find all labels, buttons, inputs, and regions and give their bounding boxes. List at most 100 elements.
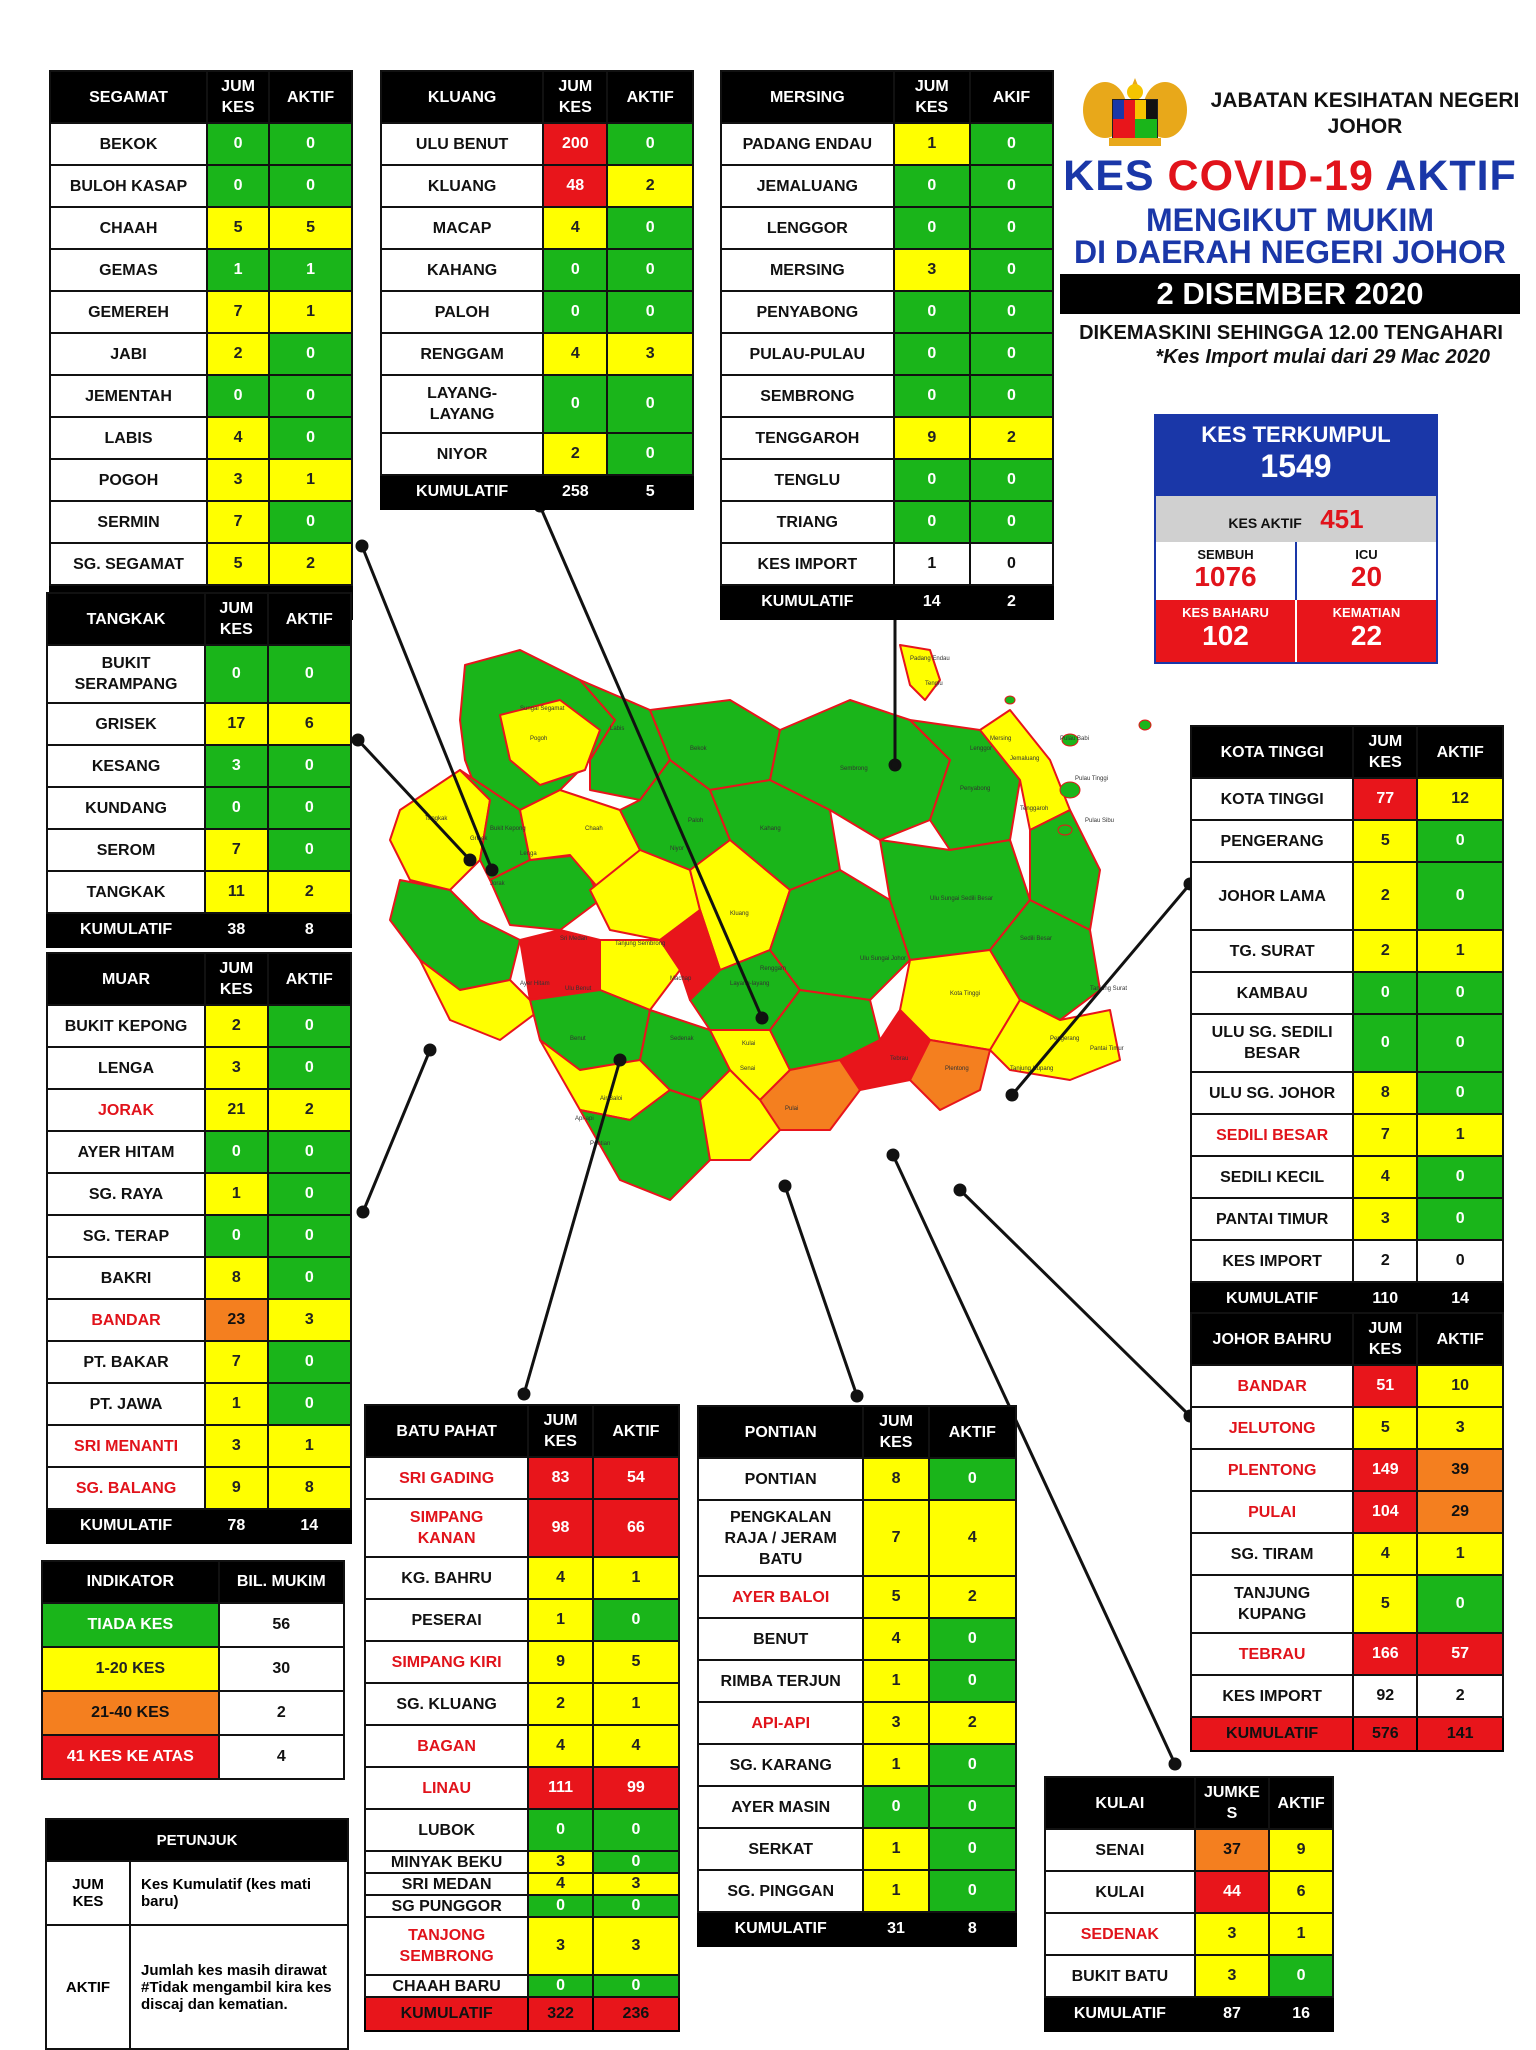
map-label: Sembrong: [840, 766, 868, 772]
mukim-name: TANGKAK: [45, 870, 207, 914]
total-row: KUMULATIF 38 8: [45, 912, 353, 948]
table-row: LUBOK 0 0: [363, 1808, 681, 1852]
page-title: KES COVID-19 AKTIF: [1060, 152, 1520, 201]
jumkes-value: 1: [862, 1827, 930, 1871]
aktif-value: 5: [591, 1640, 681, 1684]
aktif-value: 12: [1416, 777, 1504, 821]
total-label: KUMULATIF: [720, 584, 895, 620]
mukim-name: PESERAI: [363, 1598, 530, 1642]
table-header-row: PONTIAN JUM KES AKTIF: [696, 1405, 1018, 1459]
title-prefix: KES: [1063, 152, 1168, 200]
table-row: SRI MEDAN 4 3: [363, 1872, 681, 1896]
table-row: CHAAH BARU 0 0: [363, 1974, 681, 1998]
table-row: SG. BALANG 9 8: [45, 1466, 353, 1510]
map-label: Pulau Sibu: [1085, 818, 1114, 824]
total-aktif: 14: [266, 1508, 353, 1544]
jumkes-value: 9: [204, 1466, 269, 1510]
aktif-value: 0: [1416, 1574, 1504, 1634]
map-label: Mersing: [990, 736, 1011, 742]
date-banner: 2 DISEMBER 2020: [1060, 274, 1520, 314]
table-row: PENGERANG 5 0: [1189, 819, 1504, 863]
jumkes-value: 2: [1352, 861, 1419, 931]
jumkes-value: 166: [1352, 1632, 1419, 1676]
aktif-value: 2: [968, 416, 1055, 460]
aktif-value: 1: [1416, 1113, 1504, 1157]
map-region-plentong: [909, 1039, 991, 1111]
map-label: Pulau Babi: [1060, 736, 1089, 742]
aktif-value: 1: [268, 248, 353, 292]
table-row: PULAU-PULAU 0 0: [720, 332, 1055, 376]
mukim-name: AYER BALOI: [696, 1575, 865, 1619]
mukim-name: AYER HITAM: [45, 1130, 207, 1174]
aktif-value: 2: [606, 164, 694, 208]
aktif-value: 0: [268, 500, 353, 544]
map-label: Ulu Sungai Sedili Besar: [930, 896, 993, 902]
table-row: LABIS 4 0: [48, 416, 353, 460]
map-label: Pengerang: [1050, 1036, 1079, 1042]
table-row: KG. BAHRU 4 1: [363, 1556, 681, 1600]
map-label: Senai: [740, 1066, 755, 1072]
crest-logo: [1075, 70, 1195, 150]
mukim-name: KG. BAHRU: [363, 1556, 530, 1600]
map-island-tinggi: [1059, 781, 1081, 799]
table-row: TEBRAU 166 57: [1189, 1632, 1504, 1676]
table-row: SERKAT 1 0: [696, 1827, 1018, 1871]
total-row: KUMULATIF 31 8: [696, 1911, 1018, 1947]
mukim-name: API-API: [696, 1701, 865, 1745]
total-jumkes: 110: [1352, 1281, 1419, 1317]
table-header-row: KOTA TINGGI JUM KES AKTIF: [1189, 725, 1504, 779]
aktif-value: 0: [1416, 819, 1504, 863]
table-header-row: MERSING JUM KES AKIF: [720, 70, 1055, 124]
mukim-name: TANJONG SEMBRONG: [363, 1916, 530, 1976]
table-row: PENYABONG 0 0: [720, 290, 1055, 334]
map-label: Pantai Timur: [1090, 1046, 1124, 1052]
mukim-name: JELUTONG: [1189, 1406, 1355, 1450]
map-island-tioman: [1061, 733, 1079, 747]
aktif-value: 0: [968, 374, 1055, 418]
table-row: TENGGAROH 9 2: [720, 416, 1055, 460]
jumkes-value: 1: [892, 122, 971, 166]
indicator-label-orange: 21-40 KES: [41, 1690, 220, 1736]
mukim-name: SERKAT: [696, 1827, 865, 1871]
table-row: SEDILI KECIL 4 0: [1189, 1155, 1504, 1199]
aktif-value: 0: [968, 542, 1055, 586]
jumkes-value: 0: [892, 458, 971, 502]
mukim-name: KOTA TINGGI: [1189, 777, 1355, 821]
mukim-name: KES IMPORT: [1189, 1674, 1355, 1718]
mukim-name: KES IMPORT: [720, 542, 895, 586]
table-row: BUKIT SERAMPANG 0 0: [45, 644, 353, 704]
mukim-name: KULAI: [1044, 1870, 1196, 1914]
total-jumkes: 31: [862, 1911, 930, 1947]
jumkes-value: 0: [542, 248, 609, 292]
jumkes-value: 11: [204, 870, 269, 914]
aktif-value: 1: [1416, 929, 1504, 973]
table-row: PULAI 104 29: [1189, 1490, 1504, 1534]
aktif-value: 1: [1268, 1912, 1334, 1956]
aktif-value: 1: [268, 290, 353, 334]
aktif-value: 0: [606, 374, 694, 434]
table-row: TENGLU 0 0: [720, 458, 1055, 502]
recovered-value: 1076: [1194, 561, 1257, 592]
column-aktif: AKTIF: [1268, 1776, 1334, 1830]
updated-note: DIKEMASKINI SEHINGGA 12.00 TENGAHARI: [1079, 322, 1503, 344]
total-row: KUMULATIF 322 236: [363, 1996, 681, 2032]
table-row: PT. JAWA 1 0: [45, 1382, 353, 1426]
total-label: KUMULATIF: [45, 912, 207, 948]
mukim-name: KAMBAU: [1189, 971, 1355, 1015]
aktif-value: 0: [1416, 1071, 1504, 1115]
mukim-name: LUBOK: [363, 1808, 530, 1852]
aktif-value: 0: [606, 206, 694, 250]
total-row: KUMULATIF 576 141: [1189, 1716, 1504, 1752]
jumkes-value: 17: [204, 702, 269, 746]
new-cases-label: KES BAHARU: [1182, 605, 1269, 620]
table-row: SENAI 37 9: [1044, 1828, 1334, 1872]
recovered-label: SEMBUH: [1197, 547, 1254, 562]
total-label: KUMULATIF: [696, 1911, 865, 1947]
map-label: Jorak: [490, 881, 506, 887]
aktif-value: 0: [1416, 1013, 1504, 1073]
aktif-value: 9: [1268, 1828, 1334, 1872]
table-header-row: JOHOR BAHRU JUM KES AKTIF: [1189, 1312, 1504, 1366]
district-name: SEGAMAT: [48, 70, 209, 124]
jumkes-value: 3: [204, 744, 269, 788]
aktif-value: 0: [591, 1808, 681, 1852]
